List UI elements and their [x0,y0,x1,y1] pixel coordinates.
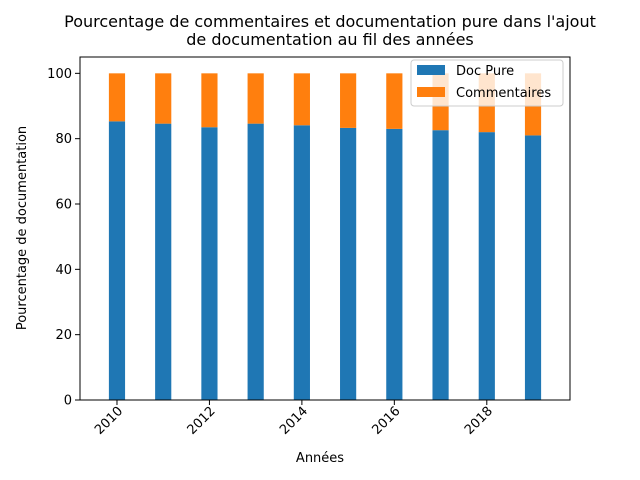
legend-label-doc-pure: Doc Pure [456,64,514,79]
legend-swatch-doc-pure [417,65,445,75]
legend-box [410,59,564,107]
y-tick-label-100: 100 [47,67,72,82]
y-axis-label: Pourcentage de documentation [15,126,30,330]
legend-swatch-commentaires [417,87,445,97]
x-tick-label-2012: 2012 [185,404,219,438]
bar-doc-pure-2014 [293,125,310,401]
bars-group [108,73,542,401]
bar-doc-pure-2016 [386,128,403,400]
bar-commentaires-2012 [201,73,218,128]
bar-doc-pure-2012 [201,127,218,400]
plot-frame [79,56,571,401]
bar-commentaires-2016 [386,73,403,129]
bar-doc-pure-2017 [432,130,449,400]
x-tick-label-2014: 2014 [277,404,311,438]
bar-commentaires-2015 [340,73,357,128]
y-tick-label-80: 80 [55,132,72,147]
bar-doc-pure-2018 [478,132,495,400]
x-tick-label-2010: 2010 [92,404,126,438]
y-tick-label-20: 20 [55,328,72,343]
bar-commentaires-2013 [247,73,264,124]
x-axis-label: Années [296,451,344,466]
bar-doc-pure-2011 [155,123,172,400]
bar-doc-pure-2015 [340,127,357,401]
y-tick-label-40: 40 [55,263,72,278]
bar-doc-pure-2010 [108,121,126,400]
bar-commentaires-2010 [108,73,126,122]
bar-commentaires-2011 [155,73,172,124]
y-axis-ticks: 0 20 40 60 80 100 [47,67,80,409]
y-tick-label-0: 0 [64,394,72,409]
x-tick-label-2016: 2016 [370,404,404,438]
legend: Doc Pure Commentaires [410,59,564,107]
chart-title-line-2: de documentation au fil des années [186,30,474,49]
chart-title-line-1: Pourcentage de commentaires et documenta… [64,12,596,31]
x-axis-ticks: 2010 2012 2014 2016 2018 [92,400,496,438]
bar-doc-pure-2019 [524,135,542,400]
legend-label-commentaires: Commentaires [456,86,551,101]
y-tick-label-60: 60 [55,198,72,213]
x-tick-label-2018: 2018 [462,404,496,438]
bar-doc-pure-2013 [247,123,264,400]
bar-commentaires-2014 [293,73,310,126]
